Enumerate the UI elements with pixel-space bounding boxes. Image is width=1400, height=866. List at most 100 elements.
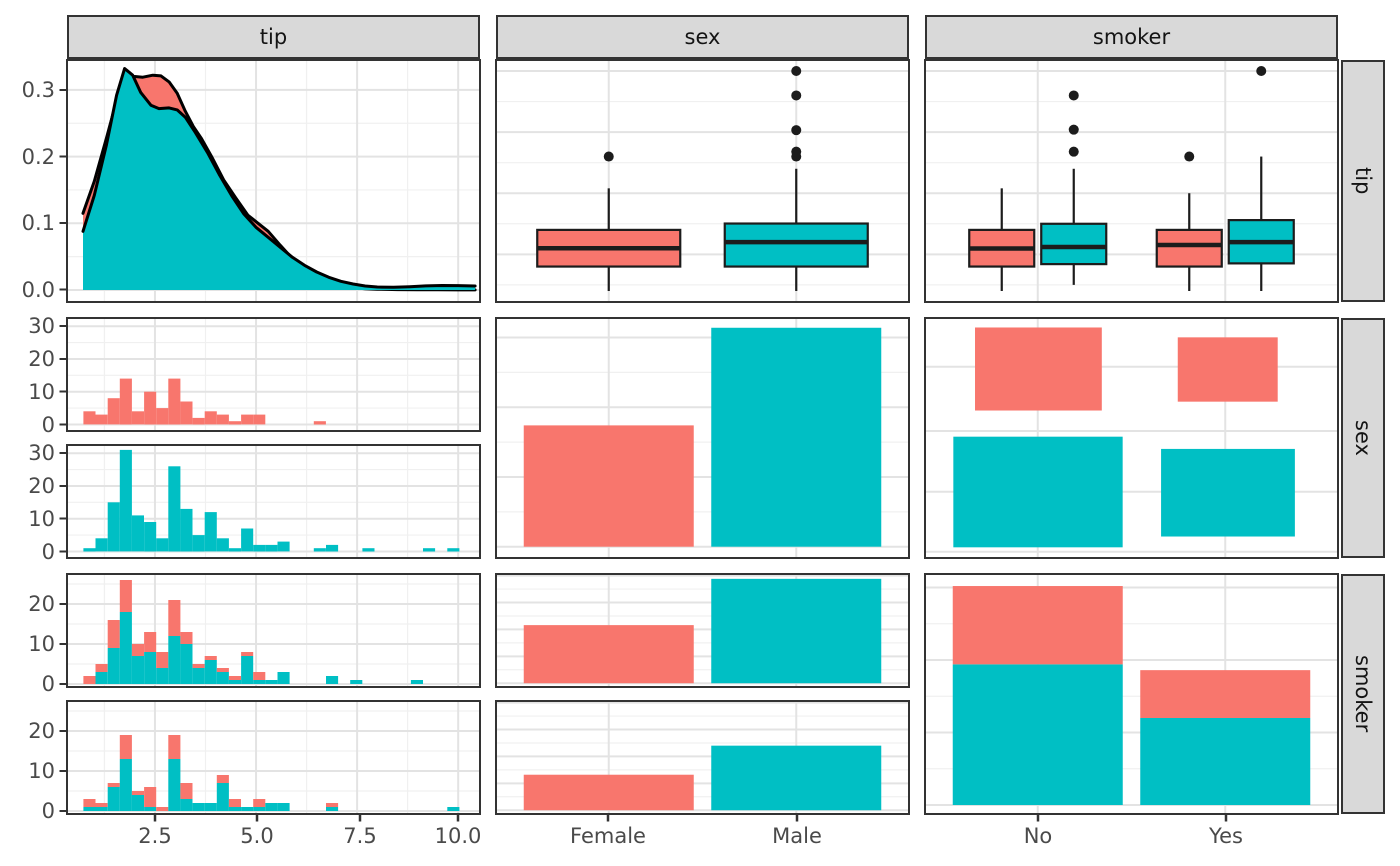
bar-female xyxy=(523,625,694,684)
panel-smoker-smoker-stack xyxy=(924,573,1339,815)
histogram-bar-male xyxy=(192,535,205,552)
histogram-bar-male xyxy=(265,680,278,684)
histogram-bar-male xyxy=(204,512,217,552)
panel-smoker-tip-hist-no xyxy=(66,573,481,688)
histogram-bar-female xyxy=(119,580,132,612)
y-axis-tick-label: 20 xyxy=(28,347,55,371)
histogram-bar-male xyxy=(144,807,157,811)
y-axis-tick-label: 20 xyxy=(28,474,55,498)
row-strip-tip: tip xyxy=(1341,60,1385,302)
x-axis-tick-label: Female xyxy=(570,824,646,848)
panel-sex-tip-hist-male xyxy=(66,444,481,559)
panel-sex-tip-hist-female xyxy=(66,317,481,432)
panel-border xyxy=(924,573,1339,815)
histogram-bar-female xyxy=(180,783,193,799)
histogram-bar-female xyxy=(192,417,205,425)
histogram-bar-male xyxy=(228,680,241,684)
histogram-bar-male xyxy=(277,672,290,684)
histogram-bar-female xyxy=(326,803,339,807)
histogram-bar-male xyxy=(131,515,144,552)
histogram-bar-male xyxy=(119,759,132,811)
panel-border xyxy=(66,444,481,559)
histogram-bar-female xyxy=(131,644,144,656)
histogram-bar-female xyxy=(119,735,132,759)
density-area-male xyxy=(83,68,476,290)
y-axis-tick-label: 0.1 xyxy=(21,211,55,235)
histogram-bar-male xyxy=(241,807,254,811)
histogram-bar-male xyxy=(265,544,278,552)
histogram-bar-female xyxy=(204,411,217,425)
panel-smoker-tip-hist-yes xyxy=(66,700,481,815)
histogram-bar-female xyxy=(253,672,266,680)
x-axis-tick-label: 10.0 xyxy=(434,824,482,848)
column-strip-smoker: smoker xyxy=(925,15,1338,59)
histogram-bar-female xyxy=(156,652,169,668)
histogram-bar-male xyxy=(265,803,278,811)
histogram-bar-female xyxy=(144,391,157,425)
box-iqr xyxy=(1040,222,1108,266)
box-iqr xyxy=(1155,228,1223,268)
outlier-point xyxy=(1068,90,1079,101)
y-axis-tick-label: 10 xyxy=(28,506,55,531)
row-strip-smoker: smoker xyxy=(1341,574,1385,814)
panel-border xyxy=(66,59,481,303)
histogram-bar-male xyxy=(277,803,290,811)
panel-border xyxy=(495,59,910,303)
histogram-bar-male xyxy=(192,803,205,811)
histogram-bar-male xyxy=(326,676,339,684)
histogram-bar-female xyxy=(144,787,157,807)
histogram-bar-female xyxy=(216,775,229,783)
histogram-bar-female xyxy=(180,632,193,644)
x-axis-tick-label: 7.5 xyxy=(343,824,377,848)
histogram-bar-female xyxy=(83,411,96,425)
y-axis-tick-label: 0.0 xyxy=(21,277,55,302)
histogram-bar-female xyxy=(107,783,120,787)
histogram-bar-male xyxy=(107,787,120,811)
panel-border xyxy=(495,317,910,559)
histogram-bar-male xyxy=(83,548,96,552)
count-rect-male-yes xyxy=(1161,448,1295,537)
x-axis-tick-label: 2.5 xyxy=(138,824,172,848)
y-axis-tick-label: 0 xyxy=(41,799,55,823)
row-strip-tip-label: tip xyxy=(1351,167,1375,195)
histogram-bar-female xyxy=(241,414,254,425)
histogram-bar-male xyxy=(107,502,120,552)
histogram-bar-female xyxy=(95,664,108,672)
outlier-point xyxy=(791,146,802,157)
row-strip-sex: sex xyxy=(1341,318,1385,558)
y-axis-tick-label: 30 xyxy=(28,314,55,338)
histogram-bar-female xyxy=(83,676,96,684)
histogram-bar-male xyxy=(131,656,144,684)
y-axis-tick-label: 0 xyxy=(41,672,55,696)
panel-smoker-sex-bar-yes xyxy=(495,700,910,815)
outlier-point xyxy=(1184,151,1195,162)
histogram-bar-male xyxy=(350,680,363,684)
bar-male xyxy=(711,327,882,547)
row-strip-smoker-label: smoker xyxy=(1351,655,1375,733)
histogram-bar-male xyxy=(410,680,423,684)
column-strip-tip: tip xyxy=(67,15,480,59)
histogram-bar-male xyxy=(253,807,266,811)
histogram-bar-male xyxy=(168,636,181,684)
y-axis-tick-label: 30 xyxy=(28,441,55,465)
histogram-bar-female xyxy=(107,398,120,425)
outlier-point xyxy=(791,125,802,136)
y-axis-tick-label: 0 xyxy=(41,539,55,564)
outlier-point xyxy=(1068,124,1079,135)
outlier-point xyxy=(603,151,614,162)
box-iqr xyxy=(723,222,869,268)
column-strip-sex-label: sex xyxy=(684,25,721,49)
histogram-bar-female xyxy=(168,378,181,425)
y-axis-tick-label: 10 xyxy=(28,759,55,783)
histogram-bar-male xyxy=(168,466,181,552)
panel-border xyxy=(66,700,481,815)
histogram-bar-male xyxy=(83,807,96,811)
outlier-point xyxy=(1068,146,1079,157)
bar-male xyxy=(711,578,882,684)
boxplot-female xyxy=(536,151,682,291)
panel-border xyxy=(66,317,481,432)
histogram-bar-male xyxy=(168,759,181,811)
y-axis-tick-label: 0.3 xyxy=(21,78,55,102)
